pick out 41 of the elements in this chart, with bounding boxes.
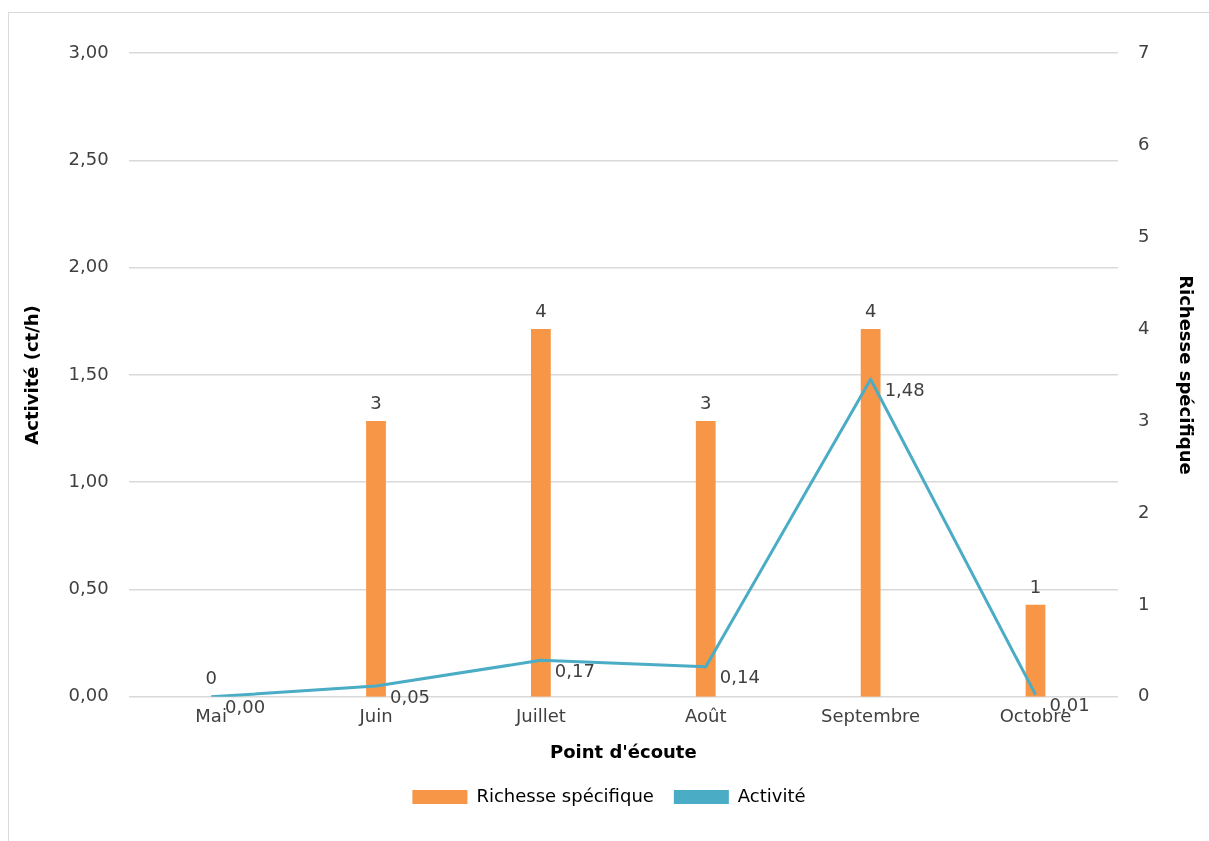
y2-axis-title: Richesse spécifique (1175, 275, 1197, 475)
y-tick-label: 1,00 (68, 469, 109, 491)
bar (530, 328, 551, 697)
legend-label: Activité (737, 784, 806, 806)
data-label: 4 (864, 299, 877, 321)
y-tick-label: 2,50 (68, 147, 109, 169)
data-label: 0,17 (554, 659, 595, 681)
y-tick-label: 0,00 (68, 684, 109, 706)
x-axis-title: Point d'écoute (549, 740, 697, 762)
data-label: 0,05 (390, 685, 431, 707)
data-label: 3 (700, 391, 712, 413)
data-label: 1 (1029, 575, 1042, 597)
y2-tick-label: 7 (1137, 40, 1150, 62)
y2-tick-label: 1 (1137, 592, 1150, 614)
y-tick-label: 0,50 (68, 577, 109, 599)
data-label: 0 (205, 667, 217, 689)
y-axis-title: Activité (ct/h) (21, 305, 43, 445)
bar (366, 420, 386, 697)
x-tick-label: Mai (195, 705, 227, 727)
x-tick-label: Août (685, 705, 727, 727)
data-label: 0,14 (719, 666, 760, 688)
y2-tick-label: 3 (1137, 408, 1150, 430)
x-tick-label: Septembre (821, 705, 921, 727)
bar (695, 420, 716, 697)
y-tick-label: 1,50 (68, 362, 109, 384)
y-tick-label: 3,00 (68, 40, 109, 62)
y2-tick-label: 6 (1137, 132, 1150, 154)
y2-tick-label: 4 (1137, 316, 1150, 338)
data-label: 3 (370, 391, 382, 413)
y2-tick-label: 5 (1137, 224, 1150, 246)
data-label: 1,48 (884, 378, 925, 400)
y-tick-label: 2,00 (68, 255, 109, 277)
y2-tick-label: 2 (1137, 500, 1150, 522)
y2-tick-label: 0 (1137, 684, 1150, 706)
x-tick-label: Juillet (514, 705, 566, 727)
data-label: 4 (535, 299, 547, 321)
bar (860, 328, 881, 697)
x-tick-label: Juin (358, 705, 393, 727)
legend-label: Richesse spécifique (476, 784, 654, 806)
data-label: 0,00 (225, 696, 266, 718)
bar (1025, 604, 1046, 697)
